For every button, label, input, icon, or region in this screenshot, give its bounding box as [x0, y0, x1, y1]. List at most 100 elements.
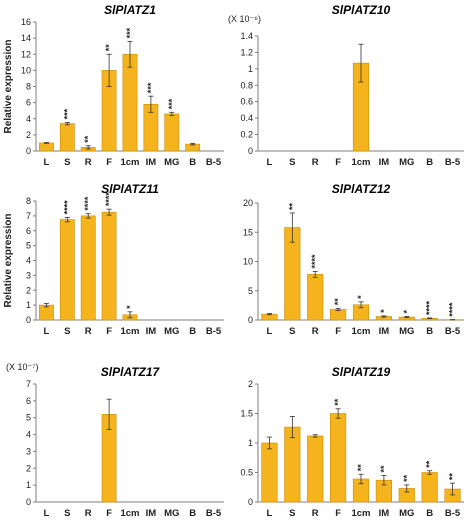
y-tick-label: 6 [26, 396, 31, 406]
x-tick-label: B [189, 508, 196, 519]
significance-label: **** [104, 192, 114, 207]
y-tick-label: 5 [26, 413, 31, 423]
y-tick-label: 3 [26, 270, 31, 280]
x-tick-label: F [335, 157, 341, 168]
y-tick-label: 4 [26, 114, 31, 124]
y-tick-label: 1.4 [240, 31, 253, 41]
significance-label: *** [62, 108, 72, 119]
significance-label: **** [448, 302, 458, 317]
y-tick-label: 1.5 [240, 409, 253, 419]
significance-label: *** [167, 98, 177, 109]
scale-note: (X 10⁻⁷) [6, 362, 39, 372]
x-tick-label: S [289, 508, 295, 519]
y-tick-label: 7 [26, 379, 31, 389]
y-tick-label: 0.6 [240, 97, 253, 107]
y-tick-label: 5 [248, 286, 253, 296]
significance-label: * [125, 305, 135, 309]
y-tick-label: 6 [26, 98, 31, 108]
y-tick-label: 0.2 [240, 130, 253, 140]
y-tick-label: 1 [248, 64, 253, 74]
y-tick-label: 2 [248, 379, 253, 389]
significance-label: *** [146, 82, 156, 93]
bar [60, 124, 74, 151]
x-tick-label: F [106, 326, 112, 337]
significance-label: **** [425, 300, 435, 315]
significance-label: **** [83, 196, 93, 211]
chart-title: SlPlATZ19 [332, 365, 391, 379]
x-tick-label: MG [164, 326, 179, 337]
bar [165, 114, 179, 151]
significance-label: ** [83, 135, 93, 143]
x-tick-label: B-5 [206, 508, 222, 519]
bar [123, 54, 137, 151]
x-tick-label: 1cm [351, 157, 370, 168]
x-tick-label: R [312, 326, 319, 337]
significance-label: ** [104, 44, 114, 52]
chart-title: SlPlATZ12 [332, 182, 391, 196]
significance-label: **** [62, 200, 72, 215]
x-tick-label: F [335, 508, 341, 519]
x-tick-label: S [289, 157, 295, 168]
y-tick-label: 8 [26, 82, 31, 92]
y-tick-label: 0.5 [240, 468, 253, 478]
y-tick-label: 0.4 [240, 113, 253, 123]
y-tick-label: 2 [26, 285, 31, 295]
y-tick-label: 1.2 [240, 47, 253, 57]
x-tick-label: IM [146, 508, 157, 519]
x-tick-label: S [64, 508, 70, 519]
x-tick-label: F [335, 326, 341, 337]
x-tick-label: B-5 [445, 508, 461, 519]
y-tick-label: 0 [248, 497, 253, 507]
x-tick-label: B-5 [206, 157, 222, 168]
x-tick-label: L [267, 326, 273, 337]
y-tick-label: 10 [21, 65, 31, 75]
y-tick-label: 3 [26, 446, 31, 456]
x-tick-label: R [312, 508, 319, 519]
y-tick-label: 16 [21, 17, 31, 27]
x-tick-label: IM [146, 157, 157, 168]
x-tick-label: B-5 [206, 326, 222, 337]
x-tick-label: MG [399, 157, 414, 168]
y-tick-label: 0 [26, 315, 31, 325]
x-tick-label: MG [399, 508, 414, 519]
x-tick-label: R [85, 326, 92, 337]
y-tick-label: 14 [21, 33, 31, 43]
significance-label: * [356, 295, 366, 299]
y-tick-label: 10 [243, 257, 253, 267]
y-tick-label: 4 [26, 430, 31, 440]
bar [330, 414, 346, 503]
x-tick-label: 1cm [351, 508, 370, 519]
y-tick-label: 0 [248, 146, 253, 156]
x-tick-label: B [189, 157, 196, 168]
y-tick-label: 0.8 [240, 80, 253, 90]
x-tick-label: R [85, 508, 92, 519]
x-tick-label: L [267, 508, 273, 519]
significance-label: ** [379, 465, 389, 473]
x-tick-label: B [426, 157, 433, 168]
significance-label: * [402, 309, 412, 313]
significance-label: *** [125, 27, 135, 38]
y-tick-label: 2 [26, 463, 31, 473]
x-tick-label: 1cm [120, 157, 139, 168]
y-tick-label: 1 [26, 480, 31, 490]
y-axis-label: Relative expression [3, 40, 14, 134]
chart-panel-4: SlPlATZ1205101520L**S****R**F*1cm*IM*MG*… [243, 182, 464, 337]
x-tick-label: 1cm [120, 508, 139, 519]
y-tick-label: 1 [26, 300, 31, 310]
significance-label: ** [287, 202, 297, 210]
bar [81, 216, 95, 320]
x-tick-label: R [85, 157, 92, 168]
y-tick-label: 1 [248, 438, 253, 448]
x-tick-label: F [106, 157, 112, 168]
x-tick-label: MG [164, 157, 179, 168]
x-tick-label: MG [399, 326, 414, 337]
x-tick-label: IM [379, 508, 390, 519]
x-tick-label: 1cm [351, 326, 370, 337]
x-tick-label: IM [379, 157, 390, 168]
x-tick-label: B [189, 326, 196, 337]
x-tick-label: L [267, 157, 273, 168]
